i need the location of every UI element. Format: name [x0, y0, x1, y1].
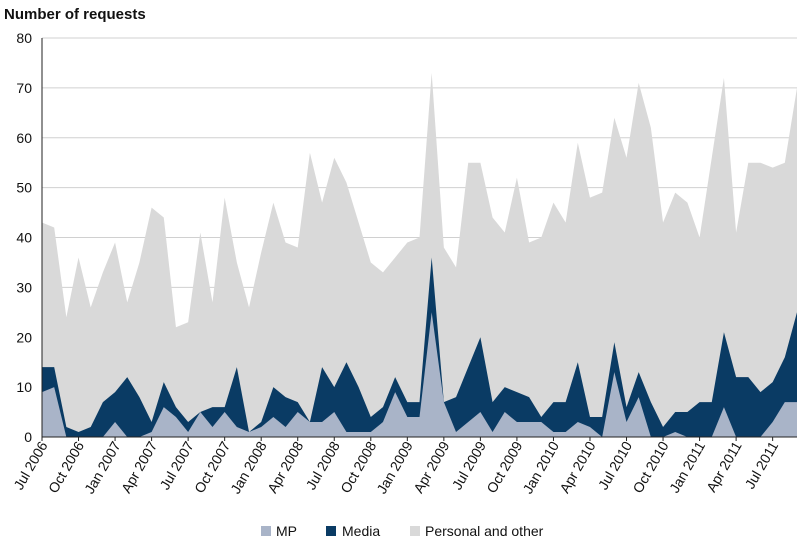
- legend-swatch-mp: [261, 526, 271, 536]
- area-media: [42, 257, 797, 437]
- y-tick-labels: 0 10 20 30 40 50 60 70 80: [16, 30, 32, 445]
- x-tick-label-7: Apr 2008: [264, 438, 306, 495]
- x-tick-label-19: Apr 2011: [703, 438, 745, 494]
- legend: MP Media Personal and other: [261, 523, 544, 539]
- x-tick-label-0: Jul 2006: [10, 438, 50, 492]
- x-tick-label-8: Jul 2008: [303, 438, 343, 492]
- x-tick-label-20: Jul 2011: [741, 438, 781, 491]
- legend-label-personal-and-other: Personal and other: [425, 523, 544, 539]
- y-axis-title: Number of requests: [4, 6, 146, 23]
- series-areas: [42, 72, 797, 437]
- y-tick-label-50: 50: [16, 180, 32, 196]
- y-tick-label-20: 20: [16, 329, 32, 345]
- axes: [41, 38, 797, 438]
- y-tick-label-30: 30: [16, 279, 32, 295]
- y-tick-label-60: 60: [16, 130, 32, 146]
- legend-label-media: Media: [342, 523, 380, 539]
- y-tick-label-70: 70: [16, 80, 32, 96]
- x-tick-label-15: Apr 2010: [556, 438, 598, 495]
- area-mp: [42, 312, 797, 437]
- x-tick-label-3: Apr 2007: [118, 438, 160, 495]
- x-tick-label-16: Jul 2010: [595, 438, 635, 492]
- y-tick-label-80: 80: [16, 30, 32, 46]
- y-tick-label-0: 0: [24, 429, 32, 445]
- area-personal-and-other: [42, 72, 797, 437]
- x-tick-label-4: Jul 2007: [156, 438, 196, 492]
- legend-swatch-media: [326, 526, 336, 536]
- legend-label-mp: MP: [276, 523, 297, 539]
- x-tick-label-12: Jul 2009: [449, 438, 489, 492]
- x-tick-label-11: Apr 2009: [410, 438, 452, 495]
- legend-swatch-personal-and-other: [410, 526, 420, 536]
- y-tick-label-10: 10: [16, 379, 32, 395]
- y-tick-label-40: 40: [16, 230, 32, 246]
